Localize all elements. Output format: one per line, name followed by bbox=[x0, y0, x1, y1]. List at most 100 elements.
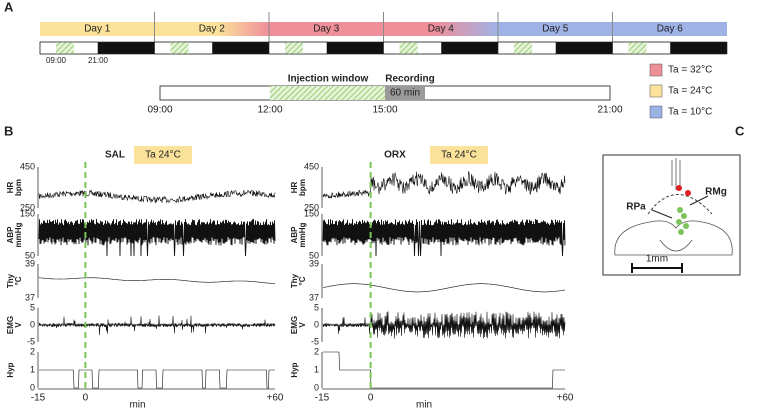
panel-label: C bbox=[735, 123, 745, 138]
channel-label: Thy bbox=[290, 273, 299, 288]
condition-box bbox=[430, 146, 488, 164]
dark-phase bbox=[327, 42, 384, 54]
channel-label: Hyp bbox=[290, 362, 299, 377]
y-tick-label: 0 bbox=[314, 382, 319, 392]
scale-label: 1mm bbox=[646, 254, 668, 265]
y-tick-label: 37 bbox=[309, 292, 319, 302]
y-tick-label: 1 bbox=[30, 364, 35, 374]
injection-window bbox=[270, 86, 385, 100]
signal-trace bbox=[39, 369, 275, 389]
channel-label: EMG bbox=[290, 316, 299, 334]
channel-label: HR bbox=[6, 182, 15, 194]
channel-label: EMG bbox=[6, 316, 15, 334]
channel-unit: mmHg bbox=[298, 222, 307, 247]
channel-unit: mmHg bbox=[14, 222, 23, 247]
channel-label: Hyp bbox=[6, 362, 15, 377]
y-tick-label: 450 bbox=[20, 161, 35, 171]
day-label: Day 2 bbox=[199, 24, 226, 35]
x-axis-label: min bbox=[129, 400, 145, 411]
dark-phase bbox=[556, 42, 613, 54]
channel-label: Thy bbox=[6, 273, 15, 288]
y-tick-label: 39 bbox=[25, 258, 35, 268]
dark-phase bbox=[441, 42, 498, 54]
signal-trace bbox=[322, 283, 566, 293]
y-tick-label: 39 bbox=[309, 258, 319, 268]
time-label: 09:00 bbox=[46, 56, 67, 65]
dark-phase bbox=[98, 42, 155, 54]
y-tick-label: 5 bbox=[314, 302, 319, 312]
y-tick-label: 450 bbox=[304, 161, 319, 171]
channel-unit: V bbox=[14, 322, 23, 328]
light-bar-frame bbox=[39, 41, 728, 55]
signal-trace bbox=[38, 315, 276, 336]
legend-swatch bbox=[649, 105, 663, 119]
day-label: Day 6 bbox=[657, 24, 684, 35]
group-title: SAL bbox=[105, 150, 125, 161]
injection-slot bbox=[170, 42, 189, 54]
recording-label: Recording bbox=[385, 74, 434, 85]
day-band bbox=[612, 22, 727, 36]
x-tick-label: 0 bbox=[83, 393, 89, 404]
condition-label: Ta 24°C bbox=[441, 150, 477, 161]
y-tick-label: 0 bbox=[30, 382, 35, 392]
recording-block bbox=[385, 86, 425, 100]
y-tick-label: 250 bbox=[20, 202, 35, 212]
dark-phase bbox=[212, 42, 269, 54]
legend-label: Ta = 24°C bbox=[668, 86, 712, 97]
x-axis-label: min bbox=[416, 400, 432, 411]
signal-trace bbox=[38, 277, 275, 284]
injection-slot bbox=[56, 42, 74, 54]
day-label: Day 4 bbox=[428, 24, 455, 35]
channel-label: ABP bbox=[6, 226, 15, 244]
y-tick-label: -5 bbox=[311, 336, 319, 346]
day-label: Day 3 bbox=[313, 24, 340, 35]
y-tick-label: 2 bbox=[30, 346, 35, 356]
day-band bbox=[498, 22, 613, 36]
x-tick-label: +60 bbox=[267, 393, 284, 404]
time-label: 21:00 bbox=[88, 56, 109, 65]
y-tick-label: 150 bbox=[304, 208, 319, 218]
day-label: Day 5 bbox=[542, 24, 569, 35]
panel-label: B bbox=[4, 123, 13, 138]
injection-slot bbox=[399, 42, 418, 54]
signal-trace bbox=[322, 171, 566, 199]
signal-trace bbox=[322, 311, 566, 339]
y-tick-label: 150 bbox=[20, 208, 35, 218]
legend-label: Ta = 10°C bbox=[668, 107, 712, 118]
x-tick-label: +60 bbox=[557, 393, 574, 404]
day-band bbox=[383, 22, 498, 36]
day-band bbox=[40, 22, 155, 36]
injection-slot bbox=[628, 42, 647, 54]
y-tick-label: 1 bbox=[314, 364, 319, 374]
day-band bbox=[154, 22, 269, 36]
brainstem-schematic bbox=[602, 154, 741, 276]
y-tick-label: 50 bbox=[25, 250, 35, 260]
legend-swatch bbox=[649, 84, 663, 98]
channel-unit: bpm bbox=[14, 179, 23, 196]
condition-label: Ta 24°C bbox=[145, 150, 181, 161]
injection-slot bbox=[514, 42, 532, 54]
dark-phase bbox=[670, 42, 727, 54]
region-label: RPa bbox=[626, 202, 646, 213]
channel-unit: V bbox=[298, 322, 307, 328]
y-tick-label: 0 bbox=[314, 319, 319, 329]
timeline-tick: 12:00 bbox=[257, 105, 282, 116]
condition-box bbox=[134, 146, 192, 164]
timeline-tick: 09:00 bbox=[147, 105, 172, 116]
duration-label: 60 min bbox=[390, 88, 420, 99]
y-tick-label: 5 bbox=[30, 302, 35, 312]
signal-trace bbox=[323, 351, 565, 389]
timeline-tick: 21:00 bbox=[597, 105, 622, 116]
channel-unit: bpm bbox=[298, 179, 307, 196]
group-title: ORX bbox=[384, 150, 406, 161]
legend-label: Ta = 32°C bbox=[668, 65, 712, 76]
y-tick-label: -5 bbox=[27, 336, 35, 346]
region-label: RMg bbox=[705, 187, 727, 198]
channel-unit: °C bbox=[14, 276, 23, 285]
y-tick-label: 37 bbox=[25, 292, 35, 302]
channel-label: ABP bbox=[290, 226, 299, 244]
x-tick-label: -15 bbox=[31, 393, 46, 404]
y-tick-label: 0 bbox=[30, 319, 35, 329]
channel-label: HR bbox=[290, 182, 299, 194]
